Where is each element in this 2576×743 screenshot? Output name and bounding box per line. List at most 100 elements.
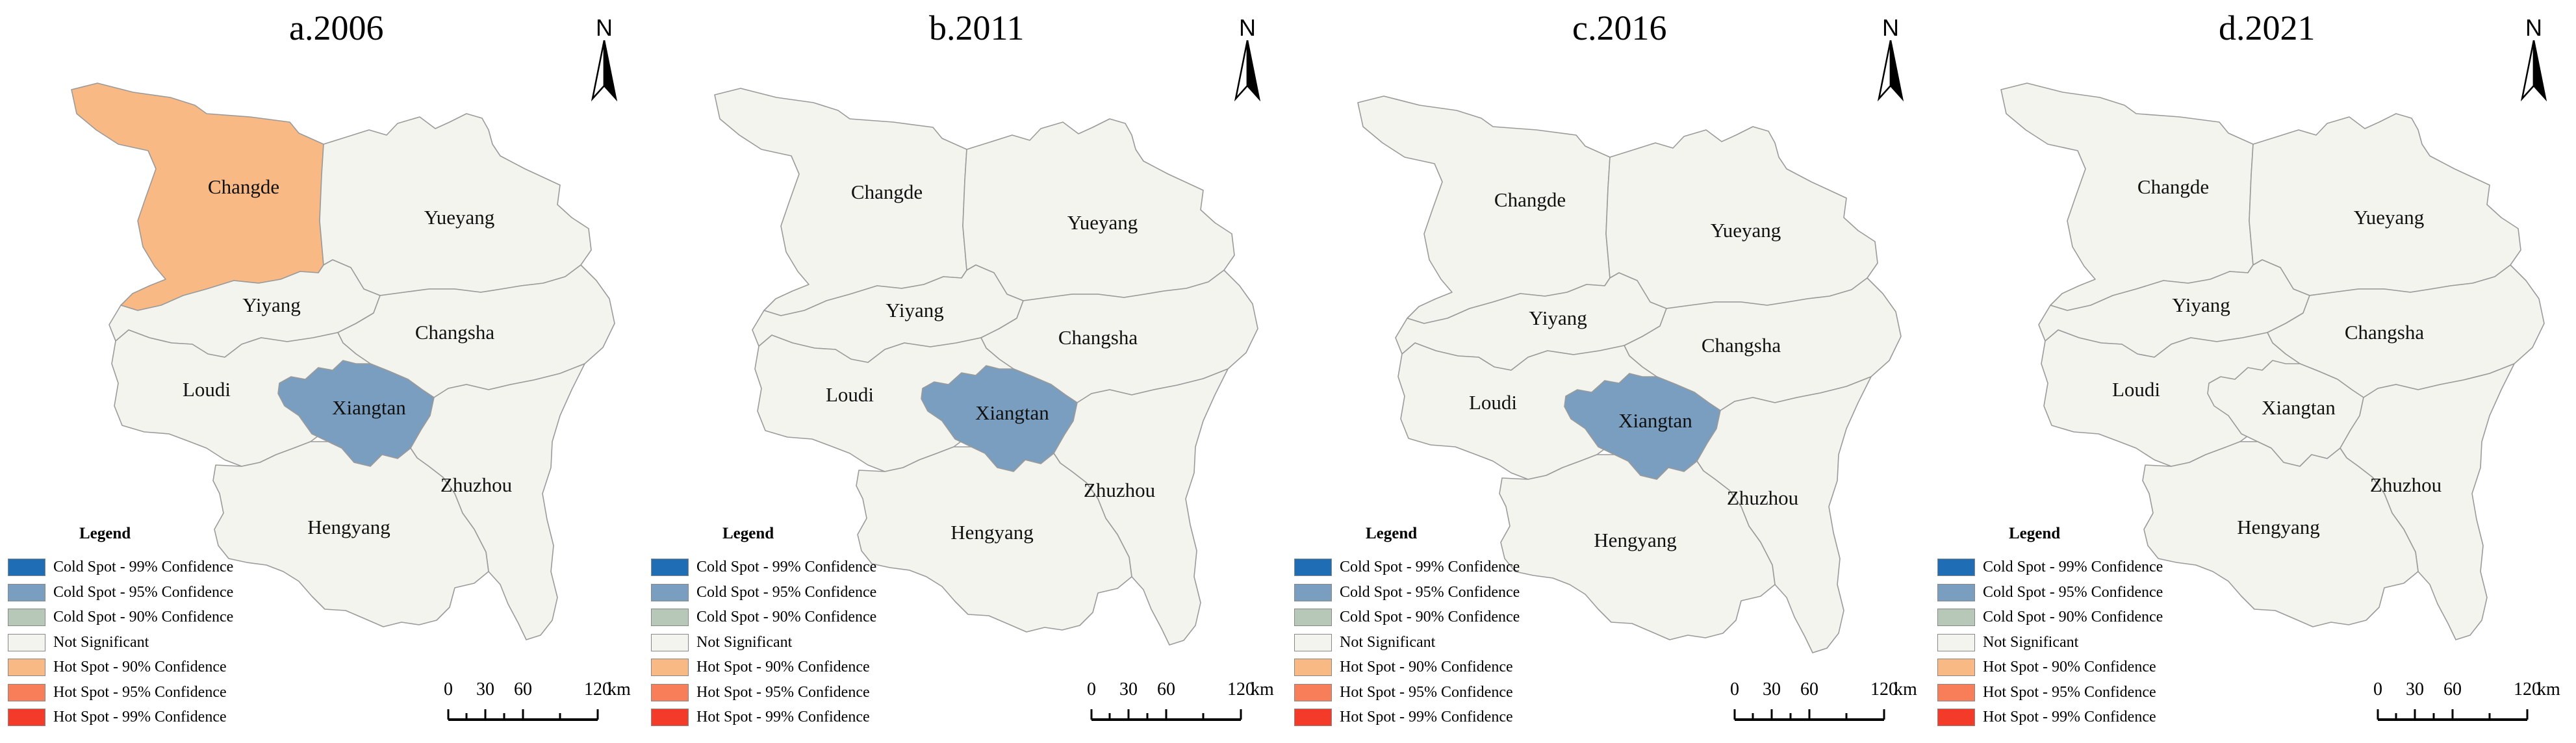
scale-unit: km bbox=[1894, 679, 1917, 699]
region-yueyang bbox=[962, 118, 1235, 301]
region-label-yiyang: Yiyang bbox=[886, 299, 944, 321]
region-label-xiangtan: Xiangtan bbox=[2262, 396, 2336, 419]
region-label-hengyang: Hengyang bbox=[1594, 529, 1676, 551]
region-label-zhuzhou: Zhuzhou bbox=[440, 473, 512, 496]
legend-swatch bbox=[8, 559, 45, 576]
scale-unit: km bbox=[2537, 679, 2560, 699]
map-b.2011: Changde Yueyang Yiyang Changsha Loudi Xiangta… bbox=[714, 88, 1258, 646]
region-yueyang bbox=[2249, 113, 2521, 296]
north-arrow-icon: N bbox=[585, 14, 624, 102]
scale-tick-label: 30 bbox=[2406, 679, 2424, 699]
region-label-loudi: Loudi bbox=[1469, 391, 1517, 414]
legend-swatch bbox=[651, 659, 689, 676]
scale-tick-label: 0 bbox=[2373, 679, 2382, 699]
legend-swatch bbox=[8, 659, 45, 676]
region-label-loudi: Loudi bbox=[826, 383, 874, 406]
region-label-xiangtan: Xiangtan bbox=[975, 401, 1049, 424]
map-title: c.2016 bbox=[1572, 8, 1667, 47]
legend-swatch bbox=[651, 683, 689, 701]
legend-label: Hot Spot - 99% Confidence bbox=[1983, 709, 2156, 725]
region-hengyang bbox=[856, 446, 1132, 633]
legend-label: Hot Spot - 99% Confidence bbox=[696, 709, 870, 725]
legend-swatch bbox=[651, 583, 689, 601]
legend-label: Hot Spot - 95% Confidence bbox=[53, 683, 227, 701]
legend-swatch bbox=[651, 559, 689, 576]
map-title: b.2011 bbox=[929, 8, 1025, 47]
scale-tick-label: 120 bbox=[2514, 679, 2541, 699]
scale-tick-label: 30 bbox=[1119, 679, 1138, 699]
region-label-loudi: Loudi bbox=[2112, 378, 2160, 401]
legend-title: Legend bbox=[1366, 525, 1418, 542]
scale-unit: km bbox=[607, 679, 631, 699]
scale-tick-label: 60 bbox=[514, 679, 532, 699]
north-arrow-icon: N bbox=[1228, 14, 1267, 102]
north-label: N bbox=[2525, 14, 2542, 41]
scale-tick-label: 60 bbox=[1157, 679, 1175, 699]
map-d.2021: Changde Yueyang Yiyang Changsha Loudi Xiangta… bbox=[2000, 82, 2545, 640]
legend-title: Legend bbox=[2009, 525, 2061, 542]
legend-label: Hot Spot - 95% Confidence bbox=[1983, 683, 2156, 701]
region-label-changsha: Changsha bbox=[2345, 321, 2425, 344]
north-arrow-icon: N bbox=[1871, 14, 1910, 102]
legend-label: Hot Spot - 90% Confidence bbox=[1340, 659, 1513, 675]
region-label-zhuzhou: Zhuzhou bbox=[1084, 479, 1155, 501]
legend-label: Not Significant bbox=[1340, 633, 1436, 651]
legend-swatch bbox=[1937, 659, 1975, 676]
legend-swatch bbox=[1294, 583, 1332, 601]
region-label-yueyang: Yueyang bbox=[2354, 206, 2424, 229]
region-changde bbox=[714, 88, 967, 316]
legend-swatch bbox=[1937, 683, 1975, 701]
legend-swatch bbox=[1294, 609, 1332, 626]
region-label-xiangtan: Xiangtan bbox=[1618, 409, 1692, 432]
legend-label: Cold Spot - 95% Confidence bbox=[696, 583, 877, 601]
north-label: N bbox=[596, 14, 613, 41]
region-label-xiangtan: Xiangtan bbox=[332, 396, 406, 419]
legend-swatch bbox=[8, 583, 45, 601]
map-title: d.2021 bbox=[2219, 8, 2315, 47]
scale-tick-label: 120 bbox=[1227, 679, 1255, 699]
legend-swatch bbox=[8, 709, 45, 726]
region-label-changde: Changde bbox=[2137, 175, 2209, 198]
legend-label: Not Significant bbox=[1983, 633, 2079, 651]
region-label-hengyang: Hengyang bbox=[950, 521, 1033, 544]
scale-tick-label: 120 bbox=[584, 679, 611, 699]
region-label-hengyang: Hengyang bbox=[307, 516, 390, 538]
legend-label: Cold Spot - 99% Confidence bbox=[1983, 559, 2163, 575]
legend-swatch bbox=[1294, 633, 1332, 651]
legend-swatch bbox=[651, 609, 689, 626]
legend-label: Hot Spot - 90% Confidence bbox=[1983, 659, 2156, 675]
legend-label: Cold Spot - 95% Confidence bbox=[1983, 583, 2163, 601]
map-title: a.2006 bbox=[289, 8, 384, 47]
region-changde bbox=[1357, 95, 1611, 324]
scale-tick-label: 60 bbox=[2443, 679, 2462, 699]
north-label: N bbox=[1882, 14, 1899, 41]
legend-label: Cold Spot - 99% Confidence bbox=[53, 559, 234, 575]
legend-swatch bbox=[8, 633, 45, 651]
scale-tick-label: 30 bbox=[476, 679, 494, 699]
legend-swatch bbox=[651, 709, 689, 726]
legend-label: Hot Spot - 90% Confidence bbox=[696, 659, 870, 675]
legend-swatch bbox=[8, 683, 45, 701]
legend-swatch bbox=[8, 609, 45, 626]
region-label-changde: Changde bbox=[851, 181, 923, 203]
region-label-yueyang: Yueyang bbox=[1711, 219, 1781, 242]
legend-label: Cold Spot - 90% Confidence bbox=[1983, 609, 2163, 625]
legend-label: Cold Spot - 90% Confidence bbox=[53, 609, 234, 625]
region-label-hengyang: Hengyang bbox=[2237, 516, 2319, 538]
scale-tick-label: 60 bbox=[1800, 679, 1818, 699]
legend-label: Hot Spot - 95% Confidence bbox=[1340, 683, 1513, 701]
map-a.2006: Changde Yueyang Yiyang Changsha Loudi Xiangta… bbox=[71, 82, 615, 640]
legend-swatch bbox=[1294, 709, 1332, 726]
legend-label: Hot Spot - 90% Confidence bbox=[53, 659, 227, 675]
region-label-yiyang: Yiyang bbox=[1529, 307, 1587, 329]
legend-swatch bbox=[1937, 709, 1975, 726]
scale-tick-label: 0 bbox=[1730, 679, 1739, 699]
scale-unit: km bbox=[1251, 679, 1274, 699]
region-label-changsha: Changsha bbox=[1702, 334, 1781, 357]
region-label-yiyang: Yiyang bbox=[242, 294, 301, 316]
region-label-changsha: Changsha bbox=[415, 321, 495, 344]
region-yueyang bbox=[319, 113, 592, 296]
